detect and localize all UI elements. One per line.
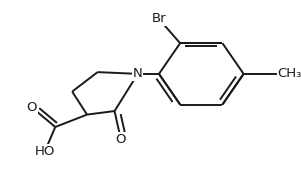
Text: O: O [27,101,37,114]
Text: CH₃: CH₃ [278,67,301,80]
Text: O: O [116,133,126,146]
Text: Br: Br [152,13,166,26]
Text: HO: HO [35,145,55,158]
Text: N: N [133,67,143,80]
